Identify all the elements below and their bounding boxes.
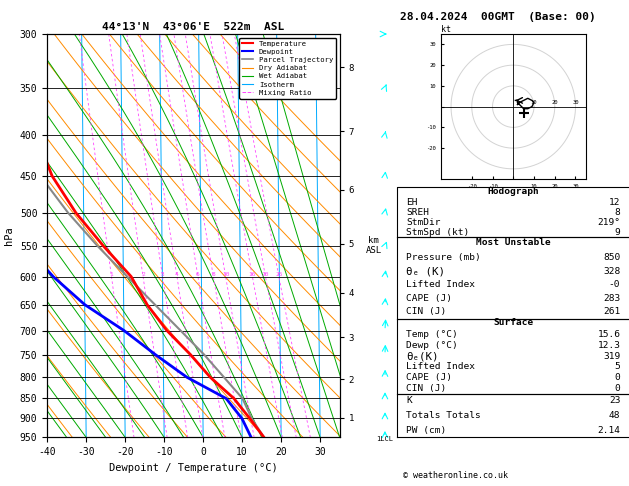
Text: 15.6: 15.6 xyxy=(598,330,620,339)
Text: 328: 328 xyxy=(603,267,620,276)
Text: 1: 1 xyxy=(109,272,113,277)
Text: CAPE (J): CAPE (J) xyxy=(406,294,452,303)
Text: 8: 8 xyxy=(615,208,620,217)
X-axis label: Dewpoint / Temperature (°C): Dewpoint / Temperature (°C) xyxy=(109,463,278,473)
Text: 0: 0 xyxy=(615,384,620,393)
Text: PW (cm): PW (cm) xyxy=(406,426,447,434)
Text: 10: 10 xyxy=(222,272,230,277)
Y-axis label: km
ASL: km ASL xyxy=(365,236,382,255)
Text: 5: 5 xyxy=(615,363,620,371)
Text: © weatheronline.co.uk: © weatheronline.co.uk xyxy=(403,471,508,480)
Text: StmSpd (kt): StmSpd (kt) xyxy=(406,228,469,237)
Text: 2: 2 xyxy=(141,272,145,277)
Text: 4: 4 xyxy=(175,272,179,277)
Text: EH: EH xyxy=(406,198,418,207)
Text: 30: 30 xyxy=(572,100,579,104)
Text: 48: 48 xyxy=(609,411,620,420)
Text: CIN (J): CIN (J) xyxy=(406,307,447,316)
Text: Hodograph: Hodograph xyxy=(487,187,539,196)
Text: Totals Totals: Totals Totals xyxy=(406,411,481,420)
Text: kt: kt xyxy=(441,25,450,34)
Text: Pressure (mb): Pressure (mb) xyxy=(406,253,481,262)
Text: 25: 25 xyxy=(275,272,282,277)
Text: CAPE (J): CAPE (J) xyxy=(406,373,452,382)
Text: SREH: SREH xyxy=(406,208,429,217)
Text: 20: 20 xyxy=(552,100,558,104)
Text: 20: 20 xyxy=(262,272,269,277)
Text: Most Unstable: Most Unstable xyxy=(476,238,550,247)
Text: Temp (°C): Temp (°C) xyxy=(406,330,458,339)
Text: 12: 12 xyxy=(609,198,620,207)
Text: StmDir: StmDir xyxy=(406,218,441,227)
Text: 12.3: 12.3 xyxy=(598,341,620,350)
Text: Lifted Index: Lifted Index xyxy=(406,363,475,371)
Text: 28.04.2024  00GMT  (Base: 00): 28.04.2024 00GMT (Base: 00) xyxy=(400,12,596,22)
Text: 8: 8 xyxy=(211,272,215,277)
Text: θₑ(K): θₑ(K) xyxy=(406,351,438,361)
Text: -0: -0 xyxy=(609,280,620,289)
Text: 16: 16 xyxy=(248,272,256,277)
Title: 44°13'N  43°06'E  522m  ASL: 44°13'N 43°06'E 522m ASL xyxy=(103,22,284,32)
Y-axis label: hPa: hPa xyxy=(4,226,14,245)
Text: 0: 0 xyxy=(615,373,620,382)
Text: 319: 319 xyxy=(603,351,620,361)
Text: θₑ (K): θₑ (K) xyxy=(406,266,445,276)
Text: 261: 261 xyxy=(603,307,620,316)
Text: Surface: Surface xyxy=(493,318,533,328)
Text: K: K xyxy=(406,397,412,405)
Text: 219°: 219° xyxy=(598,218,620,227)
Text: 2.14: 2.14 xyxy=(598,426,620,434)
Text: Lifted Index: Lifted Index xyxy=(406,280,475,289)
Text: CIN (J): CIN (J) xyxy=(406,384,447,393)
Text: Dewp (°C): Dewp (°C) xyxy=(406,341,458,350)
Text: 850: 850 xyxy=(603,253,620,262)
Text: 6: 6 xyxy=(196,272,200,277)
Text: 9: 9 xyxy=(615,228,620,237)
Text: 283: 283 xyxy=(603,294,620,303)
Text: 3: 3 xyxy=(161,272,164,277)
Text: 10: 10 xyxy=(531,100,537,104)
Text: 1LCL: 1LCL xyxy=(376,436,394,442)
Text: 23: 23 xyxy=(609,397,620,405)
Legend: Temperature, Dewpoint, Parcel Trajectory, Dry Adiabat, Wet Adiabat, Isotherm, Mi: Temperature, Dewpoint, Parcel Trajectory… xyxy=(239,37,336,99)
